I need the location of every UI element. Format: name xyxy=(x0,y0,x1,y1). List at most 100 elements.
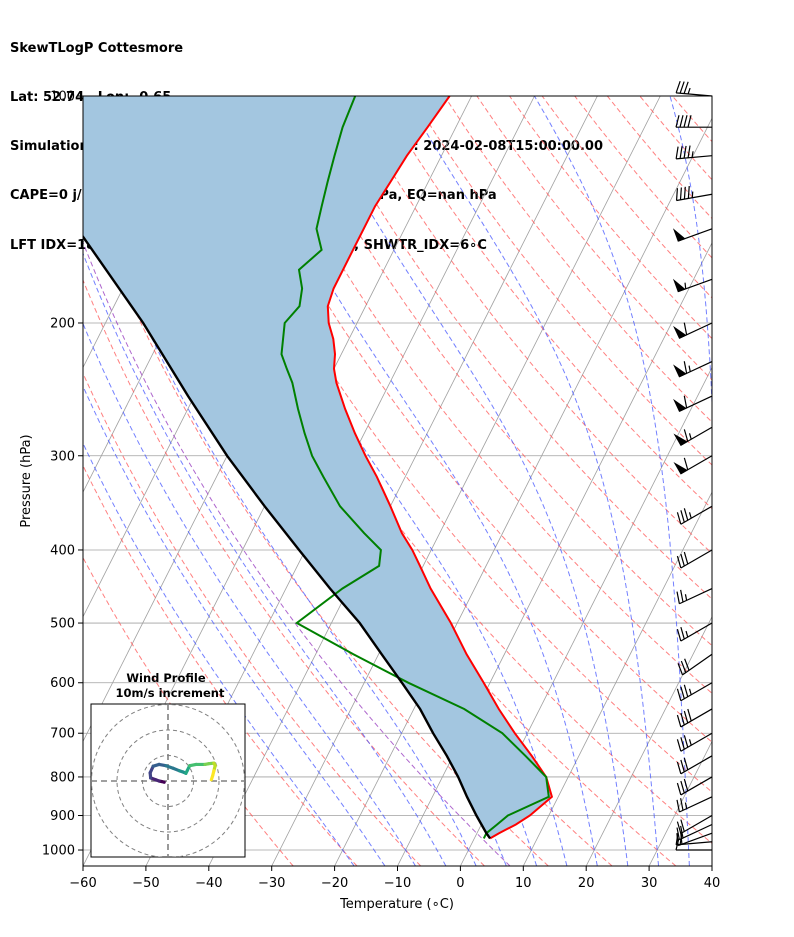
isotherm-line xyxy=(334,117,712,866)
barb-staff xyxy=(680,708,713,728)
dewpoint-line xyxy=(280,96,550,839)
moist-adiabat xyxy=(305,96,629,866)
barb-full xyxy=(683,710,689,724)
barb-full xyxy=(680,589,684,603)
moist-adiabat xyxy=(231,96,598,866)
wind-profile-subtitle: 10m/s increment xyxy=(116,686,225,700)
x-tick-label: −10 xyxy=(384,876,411,891)
dry-adiabat xyxy=(443,96,712,423)
barb-full xyxy=(683,684,689,697)
dry-adiabat xyxy=(346,96,712,555)
moist-adiabat xyxy=(83,252,447,866)
barb-full xyxy=(676,821,682,834)
barb-full xyxy=(683,735,689,748)
moist-adiabat xyxy=(83,322,416,866)
barb-full xyxy=(680,819,685,832)
barb-full xyxy=(683,551,689,565)
x-axis-title: Temperature (∘C) xyxy=(339,897,454,912)
moist-adiabat xyxy=(404,96,659,866)
barb-half xyxy=(684,802,688,809)
dry-adiabat xyxy=(83,464,358,866)
barb-half xyxy=(684,282,687,289)
moist-adiabat xyxy=(533,96,690,866)
barb-full xyxy=(683,429,689,442)
barb-flag xyxy=(672,228,686,242)
barb-half xyxy=(688,433,692,440)
wind-barb xyxy=(672,228,713,242)
dry-adiabat xyxy=(183,96,712,793)
barb-full xyxy=(687,186,690,199)
barb-full xyxy=(683,145,687,159)
wind-barb xyxy=(673,322,713,339)
barb-flag xyxy=(673,364,687,378)
x-axis: −60 −50 −40 −30 −20 −10 0 10 20 30 40 xyxy=(69,866,720,891)
barb-staff xyxy=(680,776,713,796)
wind-barb xyxy=(675,80,713,97)
dry-adiabat xyxy=(215,96,712,743)
y-tick-label: 1000 xyxy=(42,844,75,859)
isotherm-line xyxy=(775,96,794,866)
x-tick-label: 30 xyxy=(641,876,658,891)
barb-half xyxy=(688,688,692,695)
barb-full xyxy=(683,757,689,770)
barb-full xyxy=(676,782,682,796)
chart-title: SkewTLogP Cottesmore xyxy=(10,40,184,56)
wind-barb xyxy=(676,549,713,569)
dry-adiabat xyxy=(313,96,712,600)
barb-full xyxy=(683,508,689,521)
wind-profile-title: Wind Profile xyxy=(126,671,206,685)
barb-full xyxy=(675,188,679,201)
barb-half xyxy=(688,512,692,519)
wind-barb xyxy=(673,426,713,446)
barb-full xyxy=(684,658,690,671)
x-tick-label: 0 xyxy=(456,876,464,891)
barb-staff xyxy=(680,505,713,525)
barb-full xyxy=(683,395,688,409)
wind-barb xyxy=(676,708,713,728)
barb-full xyxy=(687,145,691,158)
dry-adiabat xyxy=(83,372,422,866)
barb-flag xyxy=(673,433,688,446)
barb-full xyxy=(676,827,680,840)
wind-barb xyxy=(675,145,713,160)
wind-barb xyxy=(676,505,713,525)
barb-full xyxy=(676,714,682,728)
barb-full xyxy=(676,833,679,846)
y-tick-label: 700 xyxy=(50,727,75,742)
y-tick-label: 200 xyxy=(50,316,75,331)
y-axis: 100 200 300 400 500 600 700 800 900 1000 xyxy=(42,90,83,859)
dry-adiabat xyxy=(83,183,549,866)
barb-full xyxy=(676,688,682,701)
dry-adiabat xyxy=(541,96,712,299)
moist-adiabat xyxy=(173,96,568,866)
barb-full xyxy=(687,708,692,722)
wind-barb xyxy=(676,776,713,796)
hodograph-segment xyxy=(209,774,215,782)
barb-staff xyxy=(679,823,713,841)
wind-barb xyxy=(676,755,713,775)
plot-area xyxy=(83,96,794,866)
barb-staff xyxy=(680,815,713,835)
barb-full xyxy=(679,187,682,200)
x-tick-label: −60 xyxy=(69,876,96,891)
wind-barb xyxy=(676,796,713,813)
barb-full xyxy=(683,361,688,374)
x-tick-label: −40 xyxy=(195,876,222,891)
barb-full xyxy=(683,322,688,335)
wind-barb xyxy=(675,186,713,202)
wind-barb xyxy=(672,278,713,293)
wind-barb xyxy=(675,115,712,128)
barb-flag xyxy=(673,398,687,412)
y-tick-label: 300 xyxy=(50,449,75,464)
barb-full xyxy=(680,831,683,845)
moist-adiabat xyxy=(669,96,712,414)
wind-profile-plot xyxy=(91,704,245,857)
moist-adiabat xyxy=(83,442,355,866)
x-tick-label: −50 xyxy=(132,876,159,891)
dry-adiabat xyxy=(411,96,712,466)
moist-adiabat xyxy=(83,385,386,866)
barb-full xyxy=(680,686,685,699)
barb-full xyxy=(676,761,682,774)
wind-barb xyxy=(676,815,713,835)
barb-full xyxy=(683,81,689,94)
